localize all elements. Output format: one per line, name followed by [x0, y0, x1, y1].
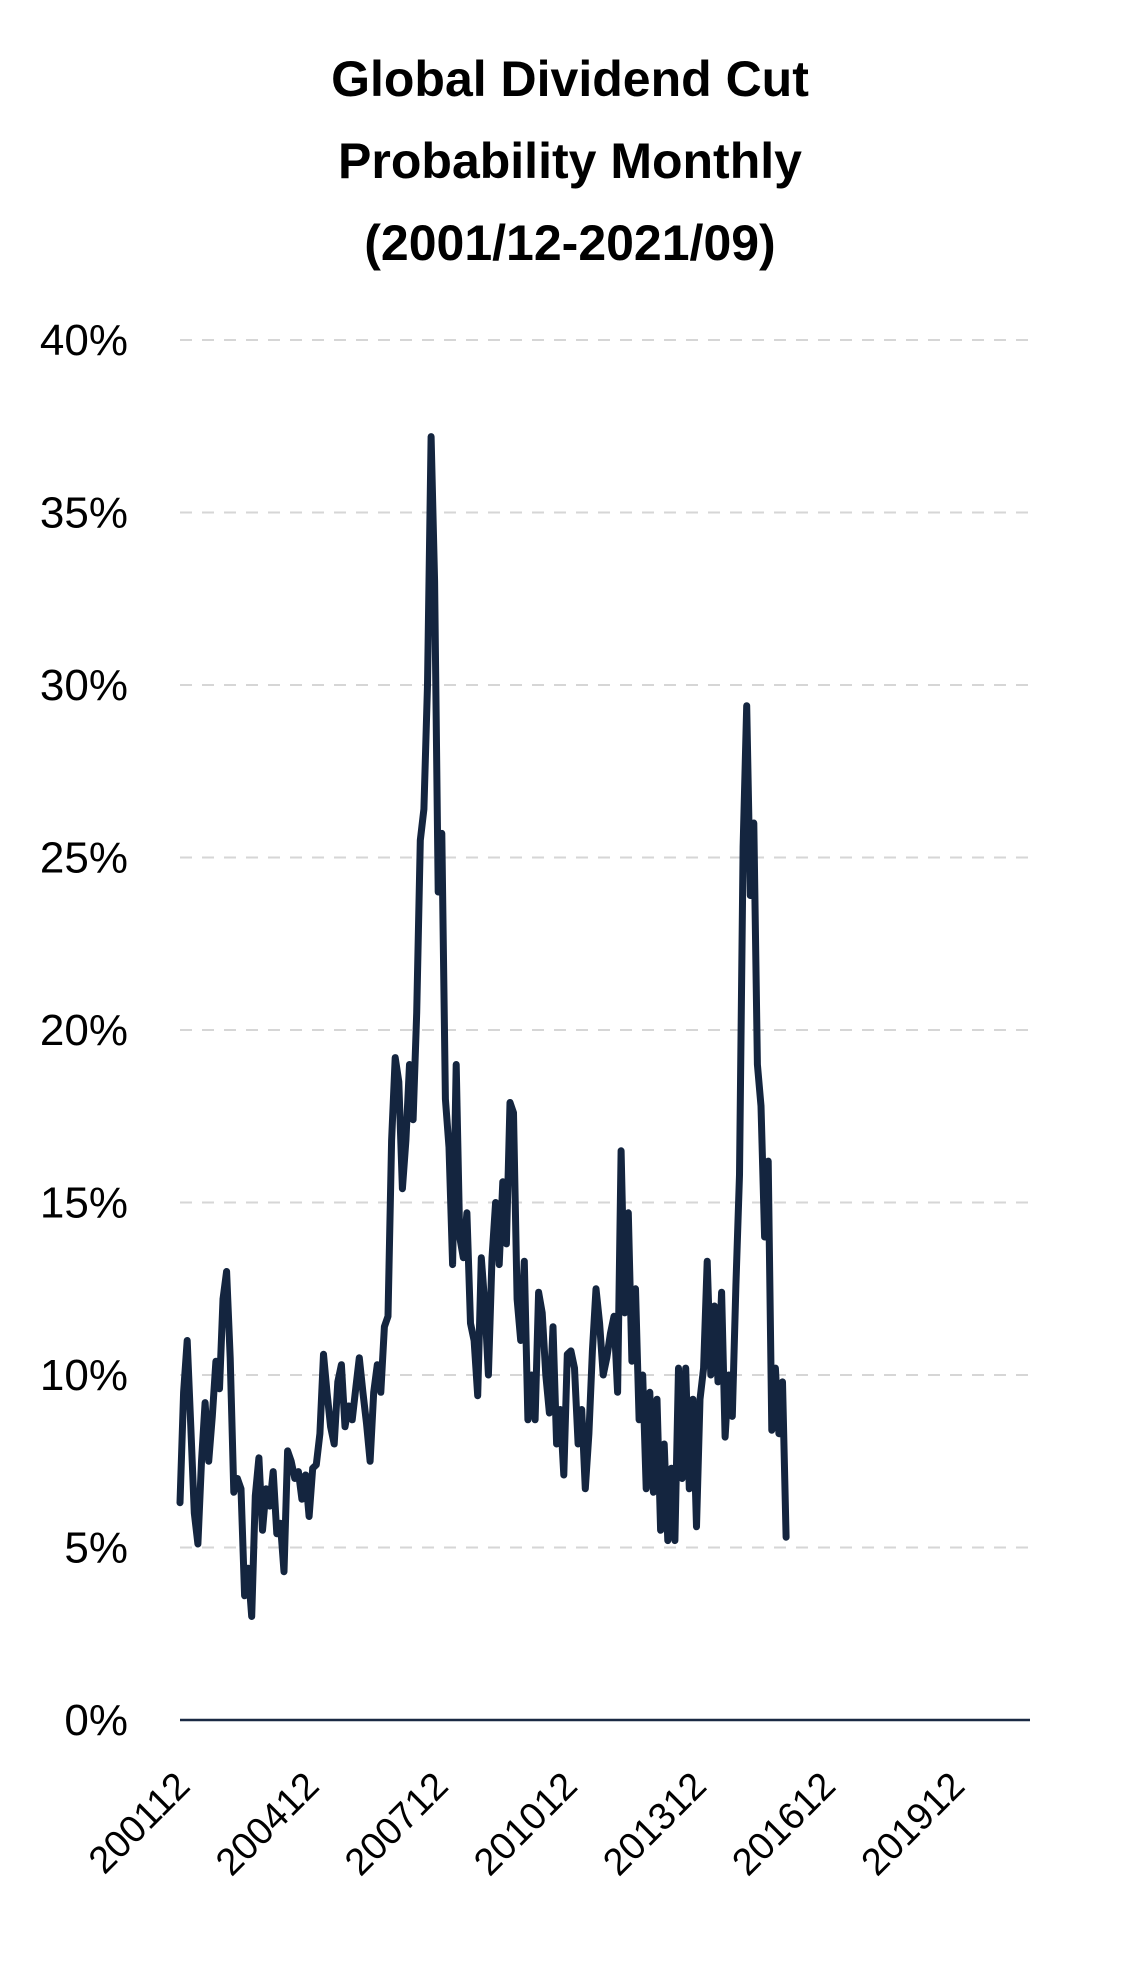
- y-tick-label: 0%: [64, 1696, 128, 1745]
- series-line: [176, 433, 790, 1620]
- y-tick-label: 20%: [40, 1006, 128, 1055]
- chart-title-line-1: Global Dividend Cut: [331, 51, 809, 107]
- x-tick-label: 200712: [337, 1765, 456, 1884]
- y-axis-ticks: 0% 5% 10% 15% 20% 25% 30% 35% 40%: [40, 316, 128, 1745]
- x-tick-label: 201312: [595, 1765, 714, 1884]
- chart-title-line-2: Probability Monthly: [338, 133, 802, 189]
- series-layer: [176, 433, 790, 1620]
- x-tick-label: 200412: [208, 1765, 327, 1884]
- y-tick-label: 15%: [40, 1179, 128, 1228]
- x-tick-label: 200112: [81, 1765, 198, 1882]
- x-tick-label: 201912: [854, 1765, 973, 1884]
- y-tick-label: 25%: [40, 834, 128, 883]
- chart-title-line-3: (2001/12-2021/09): [364, 215, 775, 271]
- x-tick-label: 201012: [466, 1765, 585, 1884]
- y-tick-label: 40%: [40, 316, 128, 365]
- x-axis-ticks: 200112 200412 200712 201012 201312 201612 2019…: [81, 1765, 973, 1884]
- y-tick-label: 10%: [40, 1351, 128, 1400]
- y-tick-label: 5%: [64, 1524, 128, 1573]
- x-tick-label: 201612: [725, 1765, 844, 1884]
- y-tick-label: 30%: [40, 661, 128, 710]
- y-tick-label: 35%: [40, 489, 128, 538]
